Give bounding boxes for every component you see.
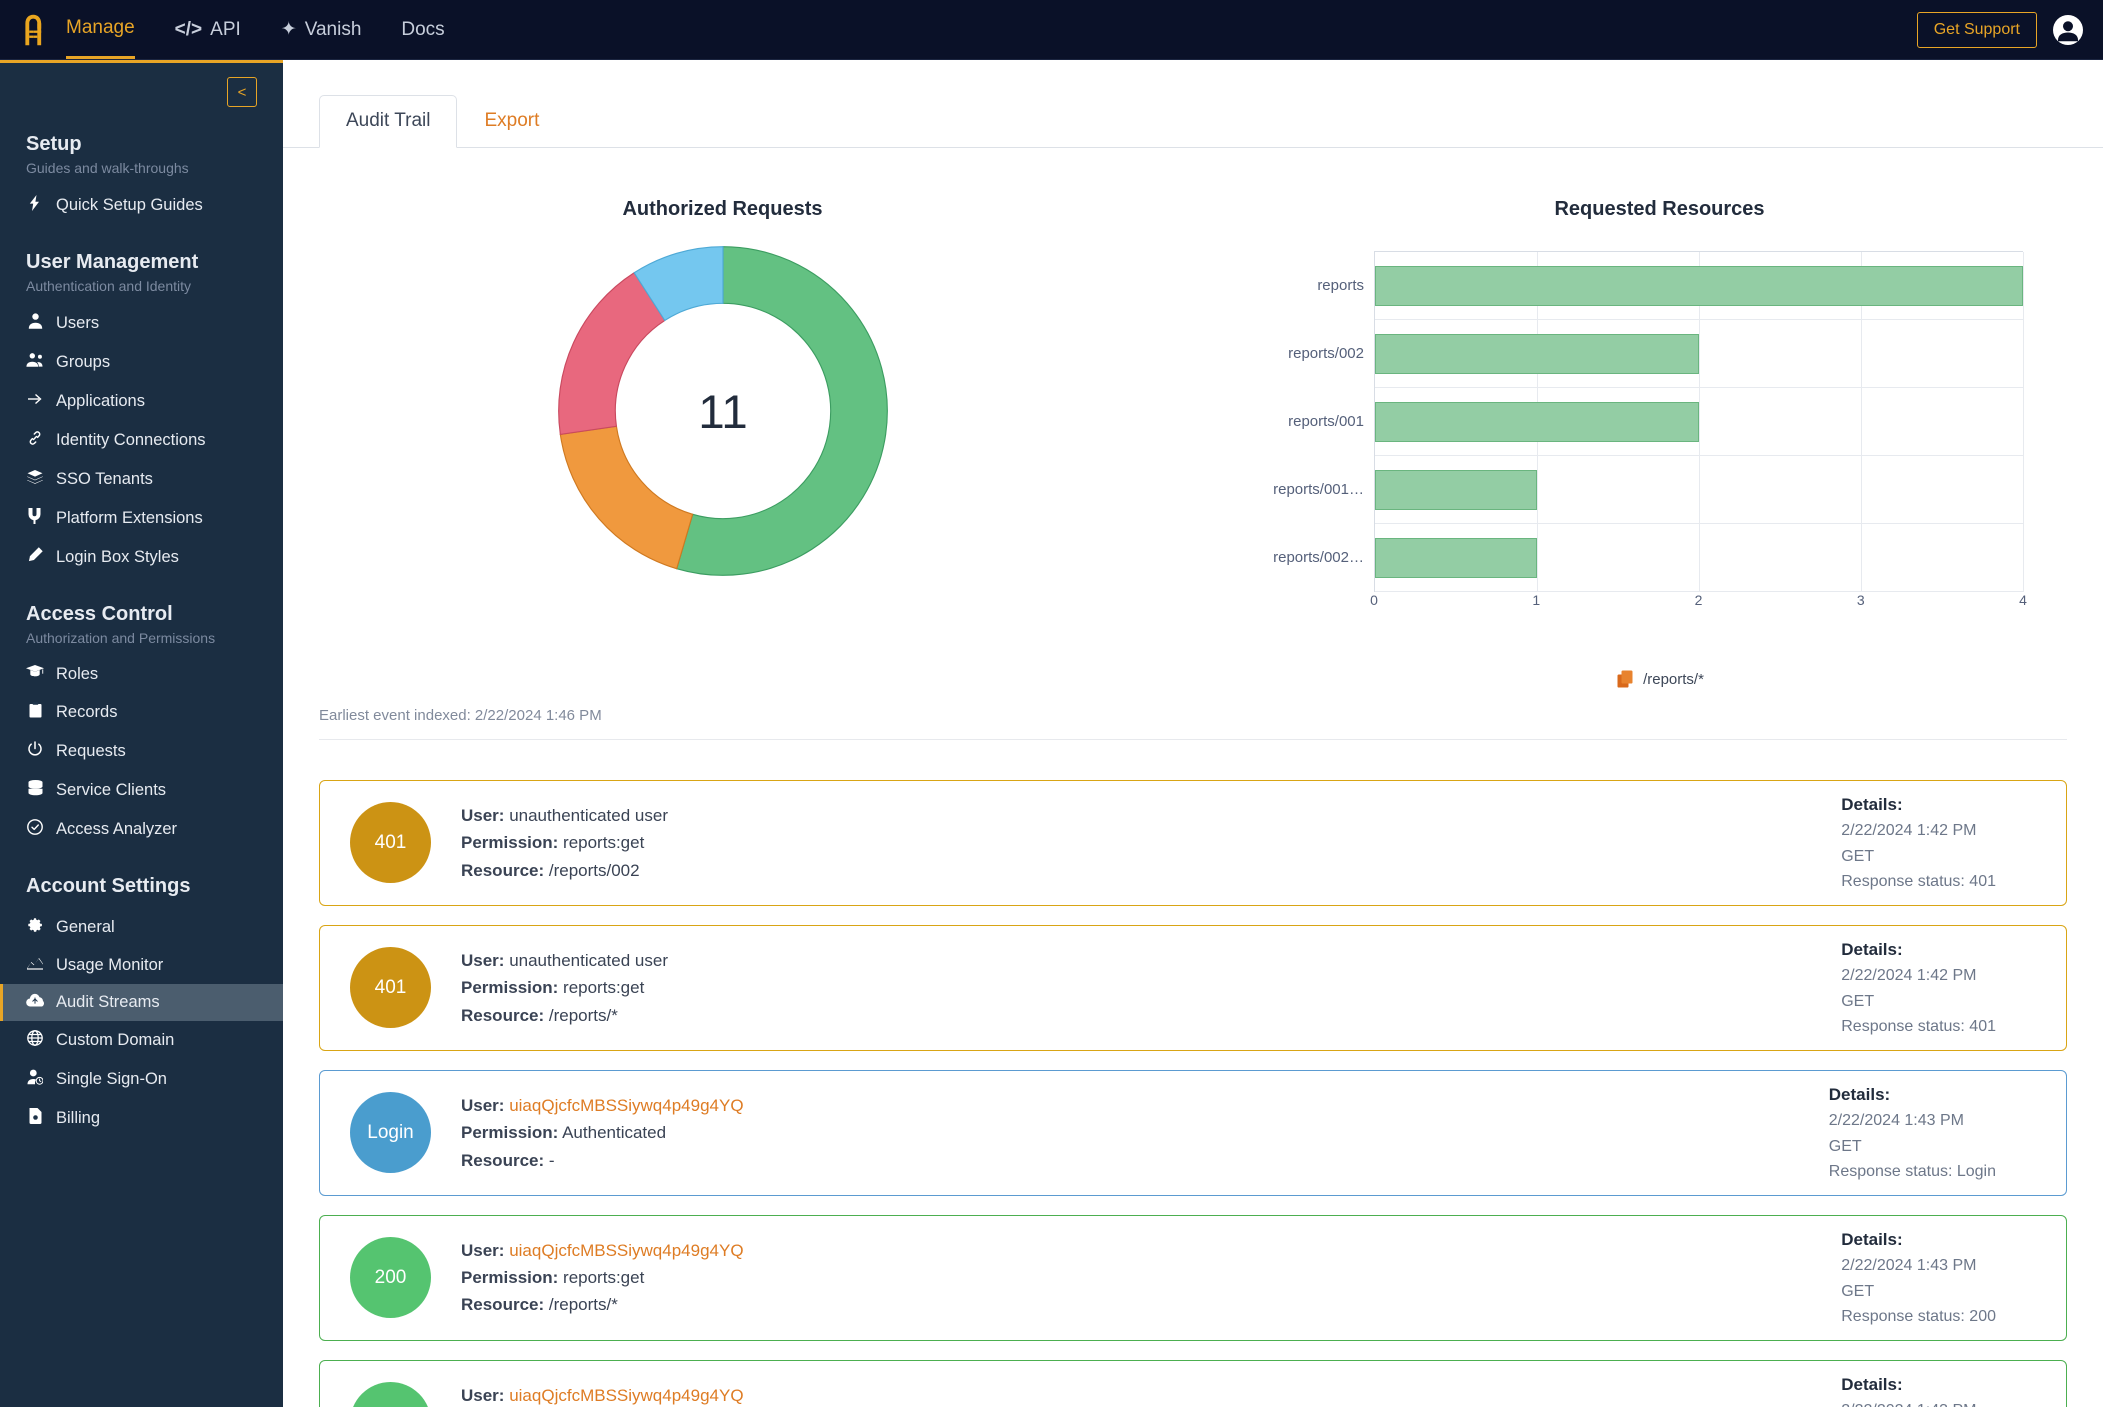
svg-text:11: 11 [698,386,747,439]
